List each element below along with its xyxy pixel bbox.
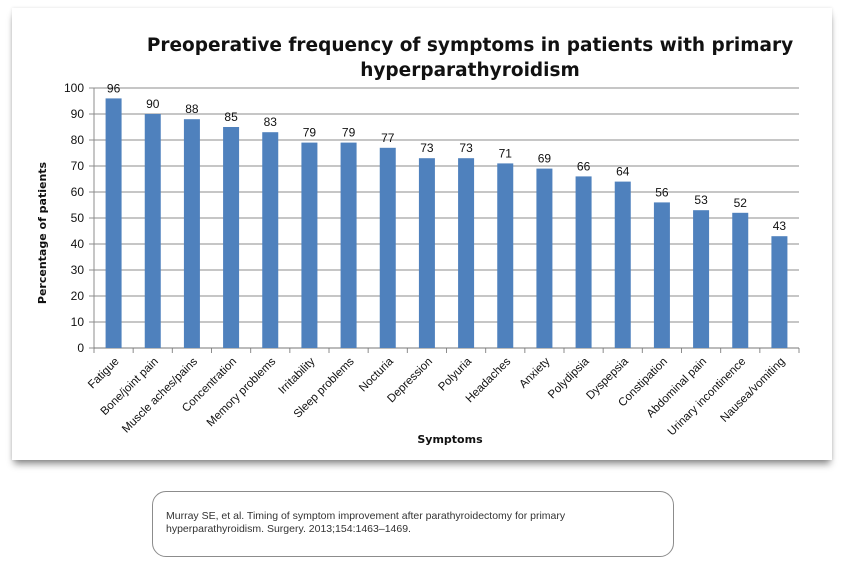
data-label: 83 [264, 115, 278, 129]
data-label: 69 [538, 152, 552, 166]
bars [105, 98, 788, 349]
y-tick-label: 60 [71, 185, 85, 199]
bar [614, 181, 631, 348]
y-tick-label: 20 [71, 289, 85, 303]
y-tick-label: 10 [71, 315, 85, 329]
data-label: 88 [185, 102, 199, 116]
y-axis-ticks: 0 10 20 30 40 50 60 70 80 90 100 [64, 81, 84, 355]
data-label: 79 [342, 126, 356, 140]
data-label: 85 [224, 110, 238, 124]
bar [732, 212, 749, 348]
bar [379, 147, 396, 348]
y-tick-label: 80 [71, 133, 85, 147]
category-label: Muscle aches/pains [120, 355, 200, 435]
bar [340, 142, 357, 348]
y-tick-label: 30 [71, 263, 85, 277]
bar [301, 142, 318, 348]
data-label: 77 [381, 131, 395, 145]
gridlines [89, 87, 800, 353]
y-tick-label: 0 [77, 341, 84, 355]
data-label: 73 [459, 141, 473, 155]
bar [418, 158, 435, 348]
y-axis-title: Percentage of patients [36, 161, 49, 304]
data-label: 64 [616, 165, 630, 179]
chart-card: Preoperative frequency of symptoms in pa… [12, 8, 832, 460]
category-label: Fatigue [86, 356, 122, 392]
bar [144, 114, 161, 348]
bar [575, 176, 592, 348]
citation-line-1: Murray SE, et al. Timing of symptom impr… [166, 510, 566, 522]
bar [262, 132, 279, 348]
category-label: Anxiety [517, 355, 552, 390]
y-tick-label: 40 [71, 237, 85, 251]
x-axis-title: Symptoms [417, 433, 483, 446]
bar [771, 236, 788, 348]
bar-chart: Preoperative frequency of symptoms in pa… [36, 35, 800, 446]
data-label: 56 [655, 185, 669, 199]
data-label: 71 [499, 146, 513, 160]
y-tick-label: 70 [71, 159, 85, 173]
data-label: 66 [577, 159, 591, 173]
category-label: Polyuria [436, 355, 474, 393]
data-label: 79 [303, 126, 317, 140]
chart-title-line-2: hyperparathyroidism [360, 60, 580, 81]
category-label: Irritability [277, 355, 318, 396]
bar [105, 98, 122, 349]
bar [653, 202, 670, 348]
bar [693, 210, 710, 348]
data-label: 53 [694, 193, 708, 207]
citation-box: Murray SE, et al. Timing of symptom impr… [152, 491, 674, 557]
y-tick-label: 100 [64, 81, 84, 95]
y-tick-label: 90 [71, 107, 85, 121]
chart-title-line-1: Preoperative frequency of symptoms in pa… [147, 35, 793, 56]
data-labels: 96 90 88 85 83 79 79 77 73 73 71 69 66 64 56 53 52 43 [107, 81, 787, 233]
data-label: 52 [734, 196, 748, 210]
category-label: Urinary incontinence [666, 356, 749, 439]
bar [536, 168, 553, 348]
data-label: 90 [146, 97, 160, 111]
data-label: 96 [107, 81, 121, 95]
bar [223, 127, 240, 348]
category-label: Nocturia [357, 355, 396, 394]
bar [183, 119, 200, 348]
bar [458, 158, 475, 348]
y-tick-label: 50 [71, 211, 85, 225]
citation-line-2: hyperparathyroidism. Surgery. 2013;154:1… [166, 523, 411, 535]
category-label: Memory problems [205, 355, 279, 429]
bar [497, 163, 514, 348]
data-label: 43 [773, 219, 787, 233]
data-label: 73 [420, 141, 434, 155]
